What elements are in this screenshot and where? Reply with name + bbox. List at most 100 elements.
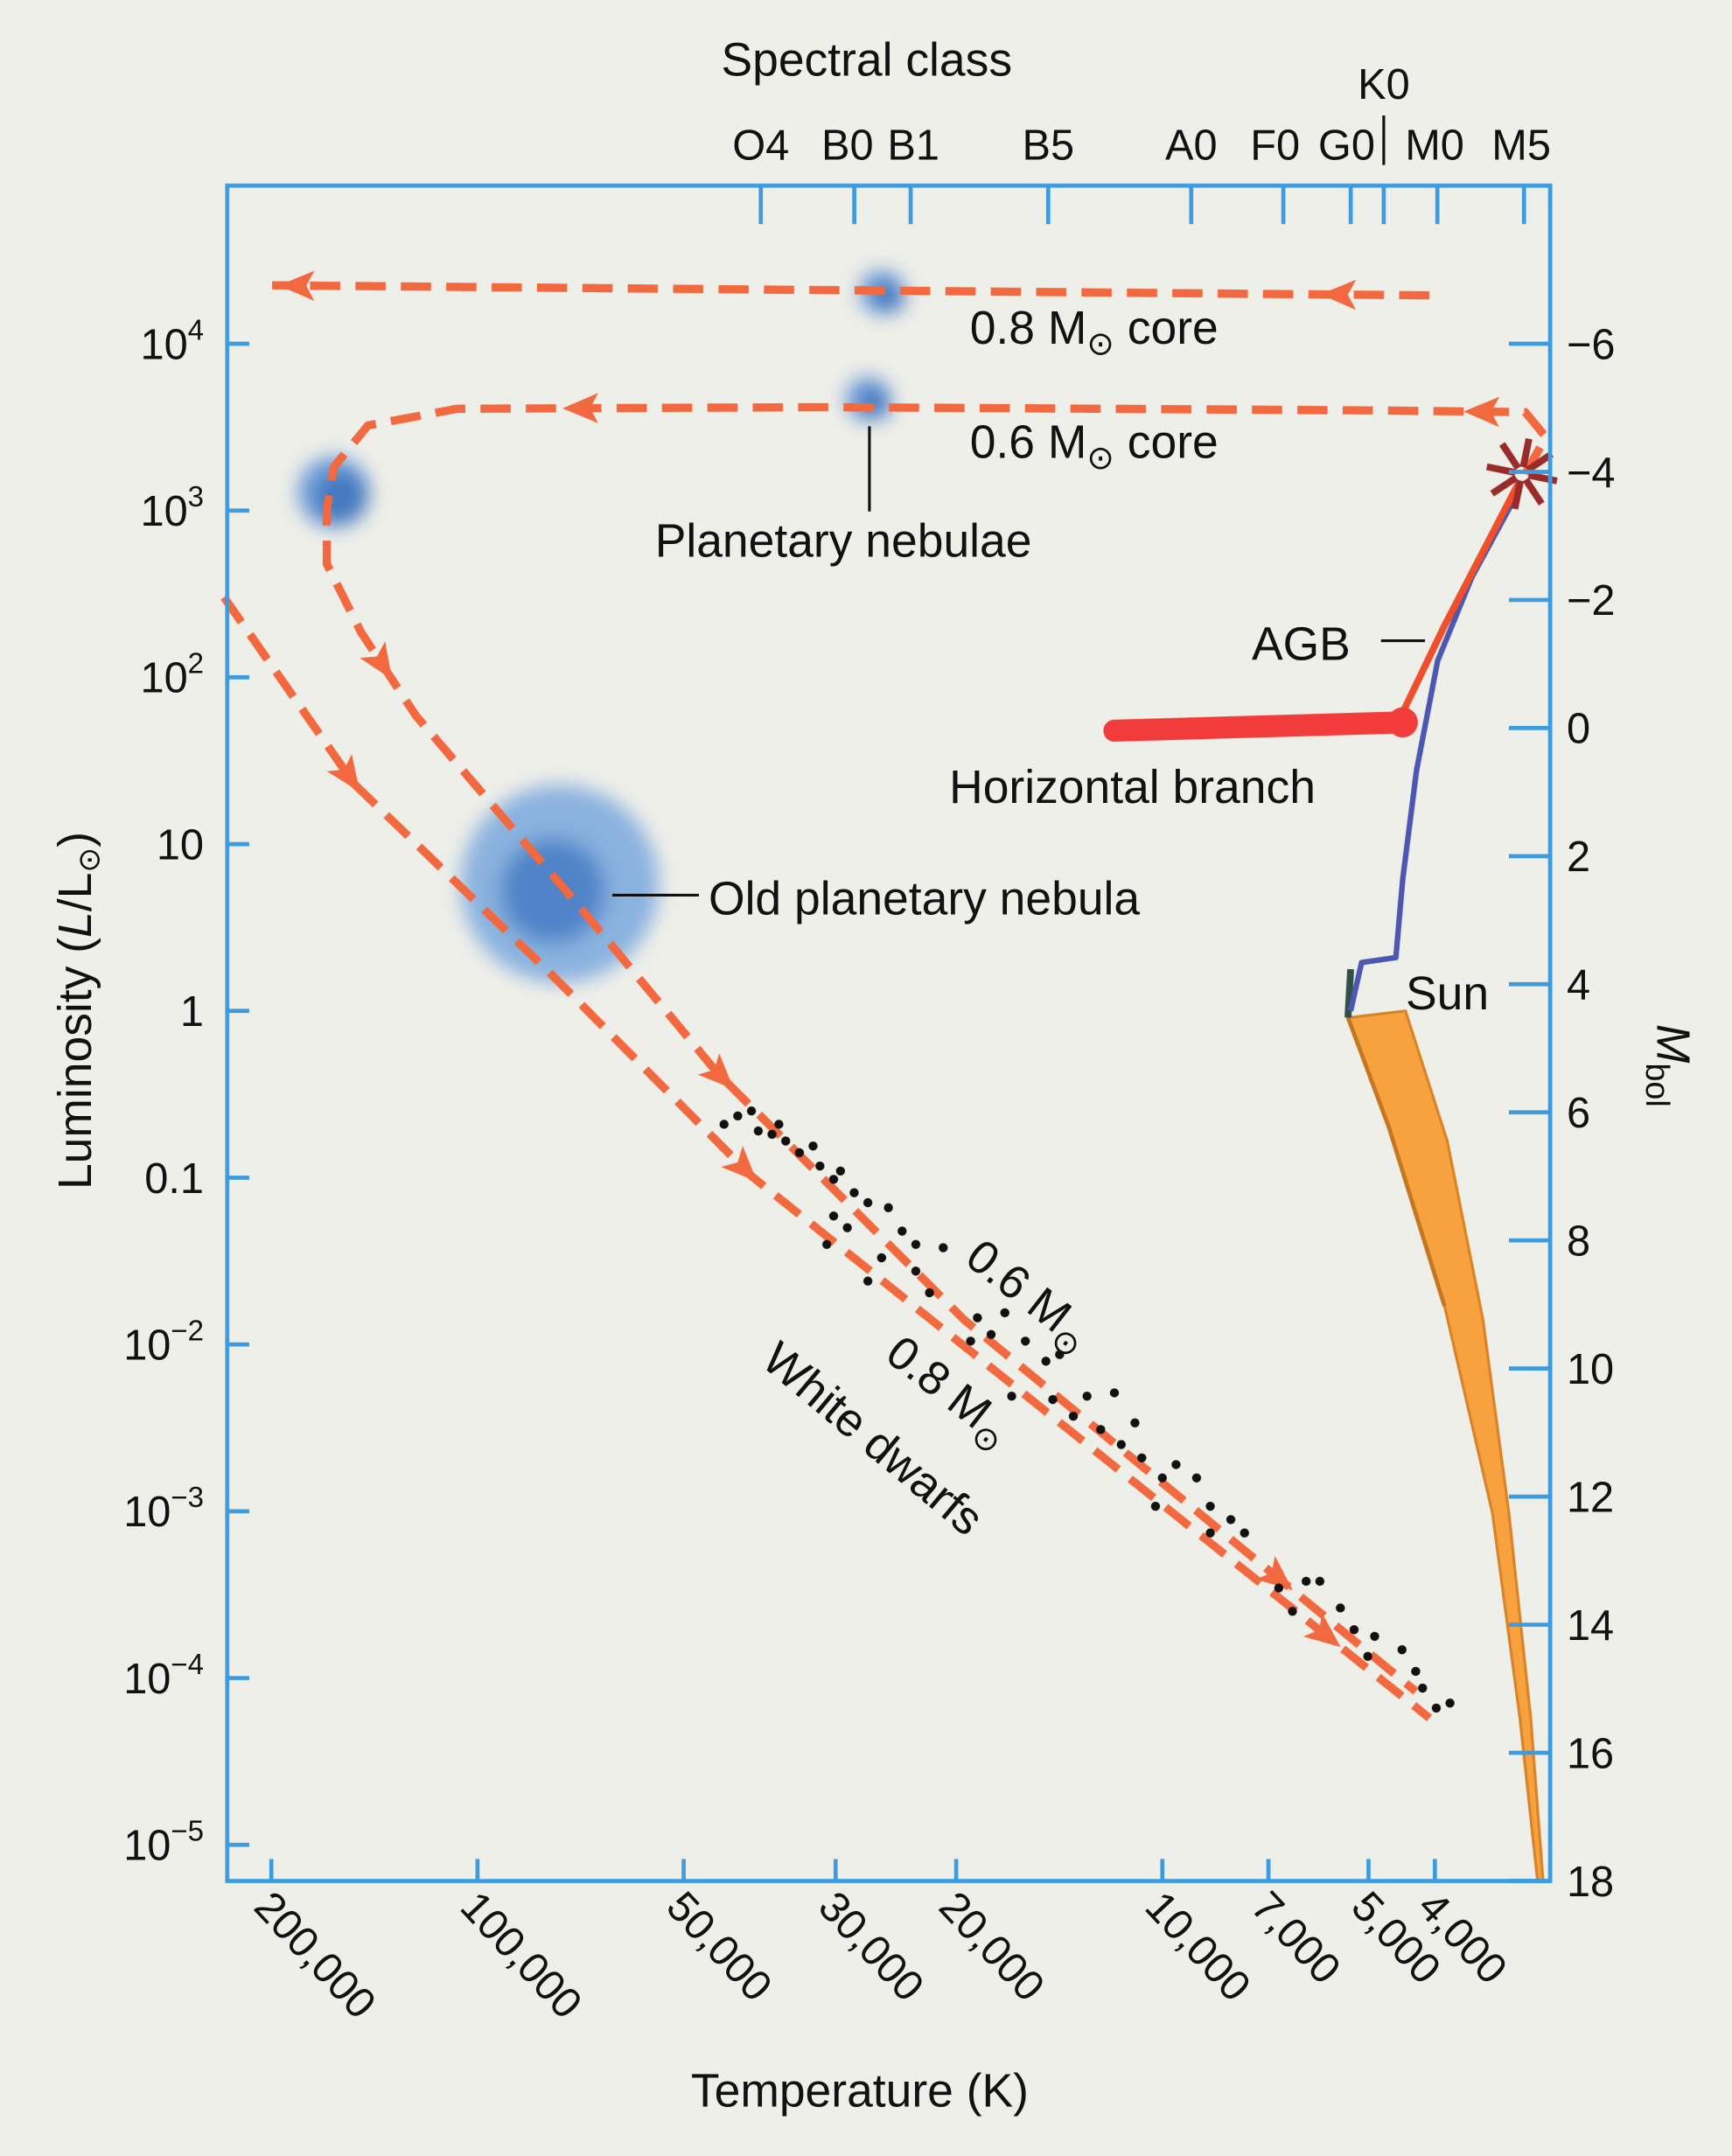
y-tick-label: 10−5: [123, 1815, 204, 1870]
white-dwarf-point: [1007, 1392, 1016, 1401]
white-dwarf-point: [828, 1211, 839, 1221]
x-tick-label: 30,000: [809, 1883, 932, 2011]
track-arrowhead: [562, 393, 599, 423]
label-0-6-core: 0.6 M⊙ core: [970, 416, 1219, 476]
white-dwarf-point: [1000, 1308, 1009, 1318]
white-dwarf-point: [1116, 1440, 1126, 1449]
white-dwarf-point: [781, 1136, 791, 1146]
white-dwarf-point: [863, 1197, 873, 1208]
agb-tip-burst-ray: [1522, 478, 1545, 506]
y2-tick-label: 8: [1567, 1218, 1590, 1265]
white-dwarf-point: [911, 1266, 921, 1276]
horizontal-branch-end: [1387, 707, 1418, 738]
y-tick-base: 10: [123, 1656, 171, 1703]
track-arrowhead: [1320, 279, 1357, 310]
label-planetary-nebulae: Planetary nebulae: [655, 516, 1032, 568]
white-dwarf-point: [821, 1239, 832, 1249]
y-tick-exponent: 4: [188, 313, 204, 345]
planetary-nebula-core: [860, 388, 892, 420]
y2-tick-label: 6: [1567, 1090, 1590, 1137]
y2-tick-label: 10: [1567, 1346, 1614, 1393]
white-dwarf-point: [1055, 1350, 1065, 1359]
white-dwarf-point: [746, 1106, 757, 1116]
label-0-8-core-b: core: [1114, 303, 1219, 354]
label-sun: Sun: [1406, 968, 1489, 1020]
spectral-class-label-b1: B1: [887, 122, 939, 169]
white-dwarf-point: [1274, 1583, 1284, 1593]
white-dwarf-point: [1096, 1425, 1106, 1434]
y2-tick-label: 14: [1567, 1602, 1614, 1650]
x-tick-label: 100,000: [451, 1883, 591, 2028]
x-axis-title: Temperature (K): [691, 2065, 1029, 2117]
agb-tip-burst-ray: [1490, 474, 1519, 497]
y-tick-label: 10−4: [123, 1648, 204, 1703]
label-agb: AGB: [1252, 619, 1351, 671]
track-arrowhead: [360, 641, 393, 680]
y2-tick-label: 12: [1567, 1474, 1614, 1521]
white-dwarf-point: [1021, 1336, 1030, 1346]
white-dwarf-point: [1048, 1394, 1058, 1405]
y-tick-base: 10: [123, 1489, 171, 1536]
spectral-class-label-m0: M0: [1405, 122, 1464, 169]
y-tick-base: 10: [123, 1823, 171, 1870]
white-dwarf-point: [1363, 1651, 1372, 1661]
white-dwarf-point: [973, 1313, 982, 1322]
agb-tip-burst-ray: [1498, 442, 1521, 471]
y-tick-base: 1: [180, 988, 204, 1036]
track-0-8-core-top: [271, 281, 1430, 300]
white-dwarf-point: [1418, 1683, 1428, 1693]
white-dwarf-point: [794, 1148, 805, 1158]
agb-tip-burst-ray: [1527, 471, 1558, 485]
track-arrowhead: [721, 1145, 758, 1183]
white-dwarf-point: [1157, 1473, 1167, 1483]
white-dwarf-point: [1397, 1644, 1407, 1655]
white-dwarf-point: [1137, 1453, 1147, 1463]
y-tick-label: 1: [180, 988, 204, 1036]
track-arrowhead: [278, 270, 315, 301]
agb-line: [1400, 478, 1524, 715]
main-sequence-edge: [1345, 1016, 1447, 1308]
y-tick-label: 103: [140, 480, 204, 535]
y-tick-label: 10−3: [123, 1481, 204, 1536]
y2-tick-label: −6: [1567, 321, 1616, 368]
white-dwarf-point: [883, 1203, 893, 1212]
y2-axis-title: Mbol: [1639, 1024, 1699, 1107]
y-tick-base: 0.1: [144, 1155, 204, 1203]
y-title-L: L: [50, 911, 101, 938]
x-tick-label: 10,000: [1136, 1883, 1260, 2011]
y2-tick-label: 0: [1567, 706, 1590, 753]
label-horizontal-branch: Horizontal branch: [949, 762, 1316, 813]
white-dwarf-points: [719, 1106, 1455, 1713]
white-dwarf-point: [1109, 1388, 1120, 1398]
y-tick-base: 10: [123, 1322, 171, 1369]
track-arrowhead: [326, 754, 360, 792]
white-dwarf-point: [835, 1166, 846, 1176]
white-dwarf-point: [925, 1287, 934, 1298]
y-tick-label: 0.1: [144, 1155, 204, 1203]
agb-tip-burst-ray: [1519, 437, 1533, 468]
white-dwarf-point: [1411, 1666, 1421, 1677]
y-title-mid: /L: [50, 873, 101, 912]
track-arrowhead: [1463, 396, 1500, 428]
white-dwarf-point: [719, 1120, 729, 1129]
white-dwarf-point: [1205, 1528, 1215, 1538]
label-0-8-core-sun: ⊙: [1086, 325, 1114, 362]
white-dwarf-point: [939, 1243, 948, 1252]
label-0-8-core-a: 0.8 M: [970, 303, 1087, 354]
track-0-6-core: [322, 402, 1550, 1695]
track-arrowhead: [1302, 1613, 1341, 1648]
white-dwarf-point: [911, 1239, 921, 1249]
white-dwarf-point: [863, 1276, 873, 1286]
y-tick-label: 10: [157, 821, 204, 869]
white-dwarf-point: [842, 1223, 852, 1232]
plot-frame: [225, 183, 1553, 1883]
white-dwarf-point: [808, 1141, 818, 1151]
spectral-class-title: Spectral class: [721, 34, 1012, 86]
white-dwarf-point: [733, 1111, 743, 1121]
spectral-class-label-g0: G0: [1318, 122, 1375, 169]
y2-tick-label: −4: [1567, 450, 1616, 497]
y-tick-exponent: −3: [171, 1481, 204, 1513]
